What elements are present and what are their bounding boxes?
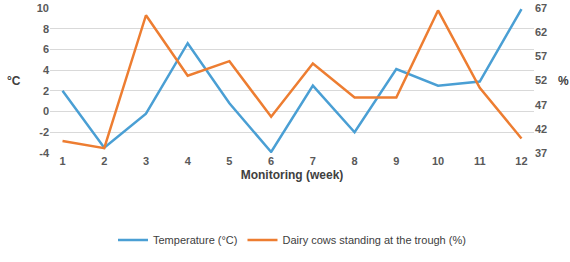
svg-text:57: 57: [535, 50, 547, 62]
svg-text:9: 9: [393, 155, 399, 167]
svg-text:10: 10: [432, 155, 444, 167]
svg-text:5: 5: [226, 155, 232, 167]
svg-text:0: 0: [43, 105, 49, 117]
svg-text:62: 62: [535, 26, 547, 38]
svg-text:6: 6: [268, 155, 274, 167]
svg-text:8: 8: [352, 155, 358, 167]
svg-text:4: 4: [185, 155, 192, 167]
svg-text:Dairy cows standing at the tro: Dairy cows standing at the trough (%): [282, 234, 465, 246]
svg-text:Temperature (°C): Temperature (°C): [153, 234, 237, 246]
svg-text:%: %: [558, 74, 569, 88]
svg-text:12: 12: [515, 155, 527, 167]
svg-text:67: 67: [535, 2, 547, 14]
svg-text:11: 11: [474, 155, 486, 167]
svg-text:52: 52: [535, 74, 547, 86]
svg-text:37: 37: [535, 147, 547, 159]
svg-text:10: 10: [37, 2, 49, 14]
svg-text:4: 4: [43, 64, 50, 76]
svg-text:-2: -2: [39, 126, 49, 138]
svg-text:°C: °C: [7, 74, 21, 88]
svg-text:42: 42: [535, 123, 547, 135]
svg-text:6: 6: [43, 43, 49, 55]
svg-text:8: 8: [43, 23, 49, 35]
svg-text:2: 2: [101, 155, 107, 167]
svg-text:7: 7: [310, 155, 316, 167]
svg-text:1: 1: [59, 155, 65, 167]
svg-text:2: 2: [43, 85, 49, 97]
svg-text:47: 47: [535, 99, 547, 111]
svg-text:Monitoring (week): Monitoring (week): [241, 168, 344, 182]
svg-text:-4: -4: [39, 147, 50, 159]
svg-text:3: 3: [143, 155, 149, 167]
